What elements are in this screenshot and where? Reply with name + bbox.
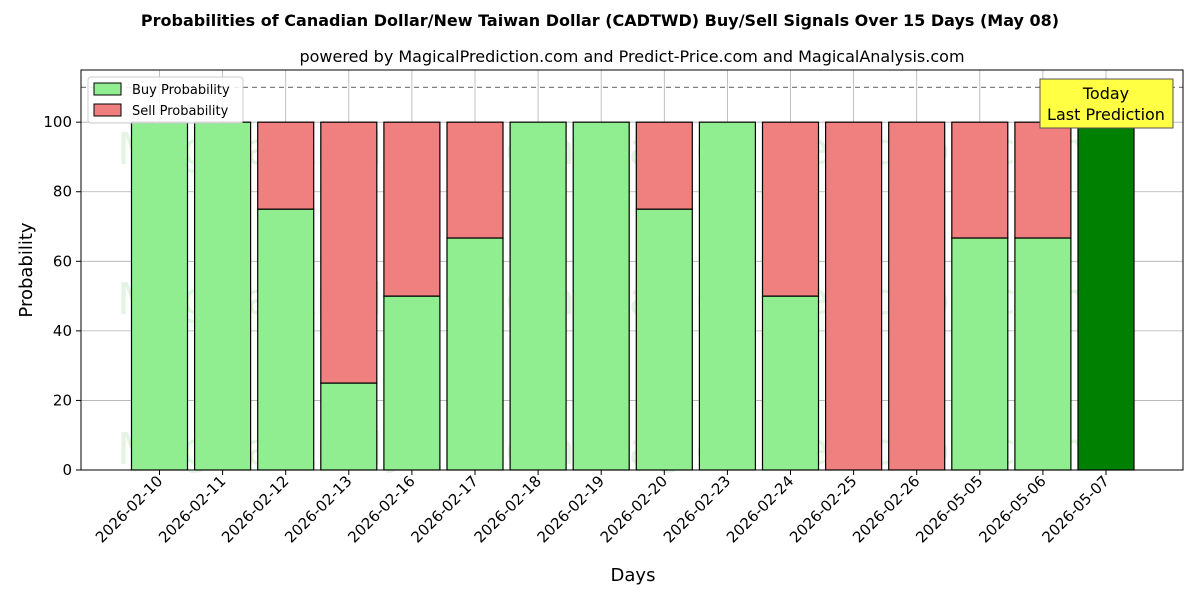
legend-frame xyxy=(87,76,244,124)
bar-sell xyxy=(257,121,315,210)
bar-buy xyxy=(383,295,441,471)
y-tick-label: 20 xyxy=(53,391,72,409)
bar-sell xyxy=(761,121,820,297)
bar-sell xyxy=(383,121,441,297)
bar-buy xyxy=(635,208,693,471)
bar-buy xyxy=(257,208,315,471)
legend: Buy Probability Sell Probability xyxy=(87,76,244,124)
y-tick-label: 40 xyxy=(53,322,72,340)
legend-swatch-sell xyxy=(93,103,122,117)
y-axis: 0 20 40 60 80 100 xyxy=(43,113,81,479)
bar-sell xyxy=(888,121,946,471)
bar-sell xyxy=(446,121,504,239)
x-axis-label: Days xyxy=(611,565,656,586)
bar-buy xyxy=(320,382,378,471)
today-box xyxy=(1039,78,1174,129)
legend-swatch-buy xyxy=(93,82,122,96)
bar-sell xyxy=(824,121,883,471)
bar-buy xyxy=(130,121,189,471)
chart-title: Probabilities of Canadian Dollar/New Tai… xyxy=(141,11,1059,30)
bar-buy xyxy=(1014,237,1072,471)
last-prediction-label: Last Prediction xyxy=(1047,105,1165,124)
y-tick-label: 100 xyxy=(43,113,72,131)
bar-buy xyxy=(194,121,252,471)
legend-label-sell: Sell Probability xyxy=(132,104,229,119)
plot-frame xyxy=(80,69,1184,471)
y-tick-label: 60 xyxy=(53,252,72,270)
bar-buy xyxy=(761,295,820,471)
chart-subtitle: powered by MagicalPrediction.com and Pre… xyxy=(299,47,964,66)
bars-layer xyxy=(130,121,1135,471)
y-tick-label: 80 xyxy=(53,183,72,201)
bar-buy xyxy=(509,121,567,471)
bar-buy-today xyxy=(1077,121,1135,471)
bar-buy xyxy=(698,121,757,471)
bar-buy xyxy=(446,237,504,471)
bar-sell xyxy=(320,121,378,384)
bar-sell xyxy=(951,121,1009,239)
bar-sell xyxy=(635,121,693,210)
bar-buy xyxy=(572,121,630,471)
legend-label-buy: Buy Probability xyxy=(132,83,230,98)
bar-sell xyxy=(1014,121,1072,239)
bar-buy xyxy=(951,237,1009,471)
y-axis-label: Probability xyxy=(16,222,37,317)
today-annotation: Today Last Prediction xyxy=(1039,78,1174,129)
today-label: Today xyxy=(1082,84,1129,103)
y-tick-label: 0 xyxy=(62,461,72,479)
